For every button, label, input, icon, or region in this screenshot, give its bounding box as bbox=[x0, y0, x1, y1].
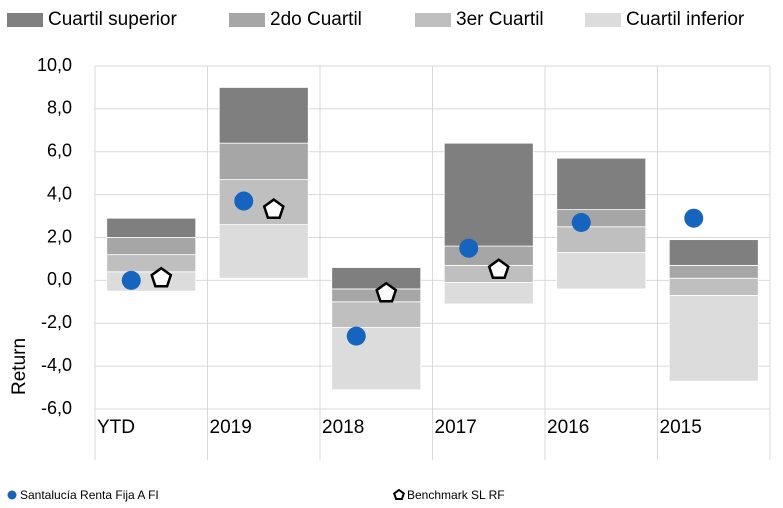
bar-segment bbox=[668, 264, 759, 279]
bar-segment bbox=[668, 277, 759, 296]
fund-point bbox=[684, 208, 704, 228]
legend-label: Benchmark SL RF bbox=[407, 488, 505, 502]
fund-point bbox=[121, 270, 141, 290]
legend-swatch bbox=[229, 13, 265, 27]
bar-segment bbox=[556, 252, 647, 290]
legend-swatch bbox=[7, 13, 43, 27]
legend-swatch bbox=[415, 13, 451, 27]
x-tick-label: 2015 bbox=[660, 417, 702, 438]
x-tick-label: YTD bbox=[97, 417, 135, 438]
bar-segment bbox=[668, 239, 759, 266]
benchmark-point bbox=[487, 258, 510, 279]
bar-segment bbox=[331, 301, 422, 328]
bar-segment bbox=[106, 237, 197, 256]
legend-marker bbox=[7, 490, 17, 500]
y-tick-label: -2,0 bbox=[41, 312, 72, 332]
fund-point bbox=[346, 326, 366, 346]
bar-segment bbox=[556, 226, 647, 253]
legend-marker bbox=[393, 488, 405, 500]
y-tick-label: 2,0 bbox=[47, 226, 72, 246]
bar-segment bbox=[443, 142, 534, 247]
bar-segment bbox=[218, 224, 309, 279]
bar-segment bbox=[106, 254, 197, 273]
legend-label: 3er Cuartil bbox=[456, 9, 544, 30]
y-tick-label: 8,0 bbox=[47, 98, 72, 118]
bar-segment bbox=[443, 282, 534, 305]
benchmark-point bbox=[150, 266, 173, 288]
legend-label: Cuartil superior bbox=[48, 9, 177, 30]
benchmark-point bbox=[375, 281, 398, 303]
bar-segment bbox=[106, 217, 197, 238]
bar-segment bbox=[556, 209, 647, 228]
x-tick-label: 2019 bbox=[210, 417, 252, 438]
bar-segment bbox=[443, 245, 534, 266]
bar-segment bbox=[668, 294, 759, 382]
bar-segment bbox=[331, 327, 422, 391]
y-axis-label: Return bbox=[9, 338, 30, 395]
y-tick-label: 0,0 bbox=[47, 269, 72, 289]
legend-label: Cuartil inferior bbox=[626, 9, 745, 30]
bar-segment bbox=[218, 87, 309, 144]
fund-point bbox=[571, 212, 591, 232]
y-tick-label: 6,0 bbox=[47, 141, 72, 161]
benchmark-point bbox=[262, 198, 285, 219]
y-tick-label: 10,0 bbox=[37, 55, 72, 75]
fund-point bbox=[234, 191, 254, 211]
bar-segment bbox=[218, 179, 309, 226]
fund-point bbox=[459, 238, 479, 258]
legend-label: Santalucía Renta Fija A FI bbox=[20, 488, 159, 502]
y-tick-label: -4,0 bbox=[41, 355, 72, 375]
x-tick-label: 2017 bbox=[435, 417, 477, 438]
y-tick-label: -6,0 bbox=[41, 398, 72, 418]
legend-label: 2do Cuartil bbox=[270, 9, 362, 30]
bar-segment bbox=[331, 267, 422, 290]
x-tick-label: 2018 bbox=[322, 417, 364, 438]
legend-swatch bbox=[585, 13, 621, 27]
y-tick-label: 4,0 bbox=[47, 183, 72, 203]
bar-segment bbox=[556, 157, 647, 211]
x-tick-label: 2016 bbox=[547, 417, 589, 438]
bar-segment bbox=[218, 142, 309, 181]
